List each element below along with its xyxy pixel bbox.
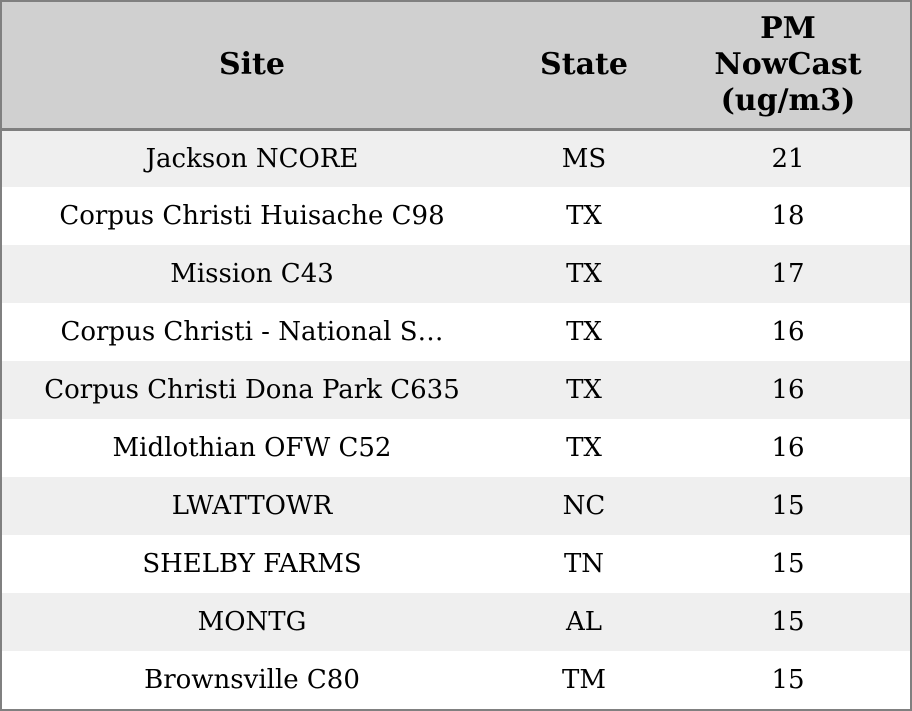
- table-row: Corpus Christi - National S… TX 16: [2, 303, 910, 361]
- state-cell: TX: [566, 433, 602, 463]
- pm-nowcast-cell: 18: [771, 201, 805, 231]
- state-cell: AL: [565, 607, 603, 637]
- table-row: SHELBY FARMS TN 15: [2, 535, 910, 593]
- pm-nowcast-cell: 21: [771, 143, 805, 174]
- table-header: Site State PM NowCast (ug/m3): [2, 2, 910, 131]
- pm-nowcast-cell: 16: [771, 375, 805, 405]
- table-body: Jackson NCORE MS 21 Corpus Christi Huisa…: [2, 129, 910, 709]
- state-cell: TX: [566, 375, 602, 405]
- pm-nowcast-cell: 16: [771, 317, 805, 347]
- table-row: MONTG AL 15: [2, 593, 910, 651]
- site-cell: Corpus Christi Huisache C98: [59, 201, 445, 231]
- table-row: Corpus Christi Dona Park C635 TX 16: [2, 361, 910, 419]
- site-cell: Corpus Christi Dona Park C635: [44, 375, 460, 405]
- column-header-state: State: [502, 2, 666, 131]
- pm-nowcast-cell: 15: [771, 665, 805, 695]
- site-cell: LWATTOWR: [171, 491, 333, 521]
- pm-nowcast-cell: 15: [771, 607, 805, 637]
- state-cell: TX: [566, 201, 602, 231]
- state-cell: NC: [562, 491, 606, 521]
- site-cell: Brownsville C80: [144, 665, 360, 695]
- pm-nowcast-cell: 15: [771, 549, 805, 579]
- state-cell: MS: [561, 143, 607, 174]
- table-row: Mission C43 TX 17: [2, 245, 910, 303]
- site-cell: Jackson NCORE: [145, 143, 359, 174]
- state-cell: TX: [566, 317, 602, 347]
- table-row: Midlothian OFW C52 TX 16: [2, 419, 910, 477]
- site-cell: Mission C43: [170, 259, 334, 289]
- column-header-site: Site: [2, 2, 502, 131]
- pm-nowcast-cell: 16: [771, 433, 805, 463]
- state-cell: TX: [566, 259, 602, 289]
- site-cell: Midlothian OFW C52: [112, 433, 392, 463]
- table-row: Jackson NCORE MS 21: [2, 129, 910, 187]
- header-row: Site State PM NowCast (ug/m3): [2, 2, 910, 131]
- state-cell: TN: [563, 549, 605, 579]
- table-row: LWATTOWR NC 15: [2, 477, 910, 535]
- site-cell: MONTG: [197, 607, 307, 637]
- site-cell: Corpus Christi - National S…: [60, 317, 444, 347]
- table-row: Corpus Christi Huisache C98 TX 18: [2, 187, 910, 245]
- site-cell: SHELBY FARMS: [142, 549, 362, 579]
- table-row: Brownsville C80 TM 15: [2, 651, 910, 709]
- state-cell: TM: [562, 665, 606, 695]
- pm-nowcast-cell: 15: [771, 491, 805, 521]
- pm-nowcast-cell: 17: [771, 259, 805, 289]
- column-header-pm-nowcast: PM NowCast (ug/m3): [666, 2, 910, 131]
